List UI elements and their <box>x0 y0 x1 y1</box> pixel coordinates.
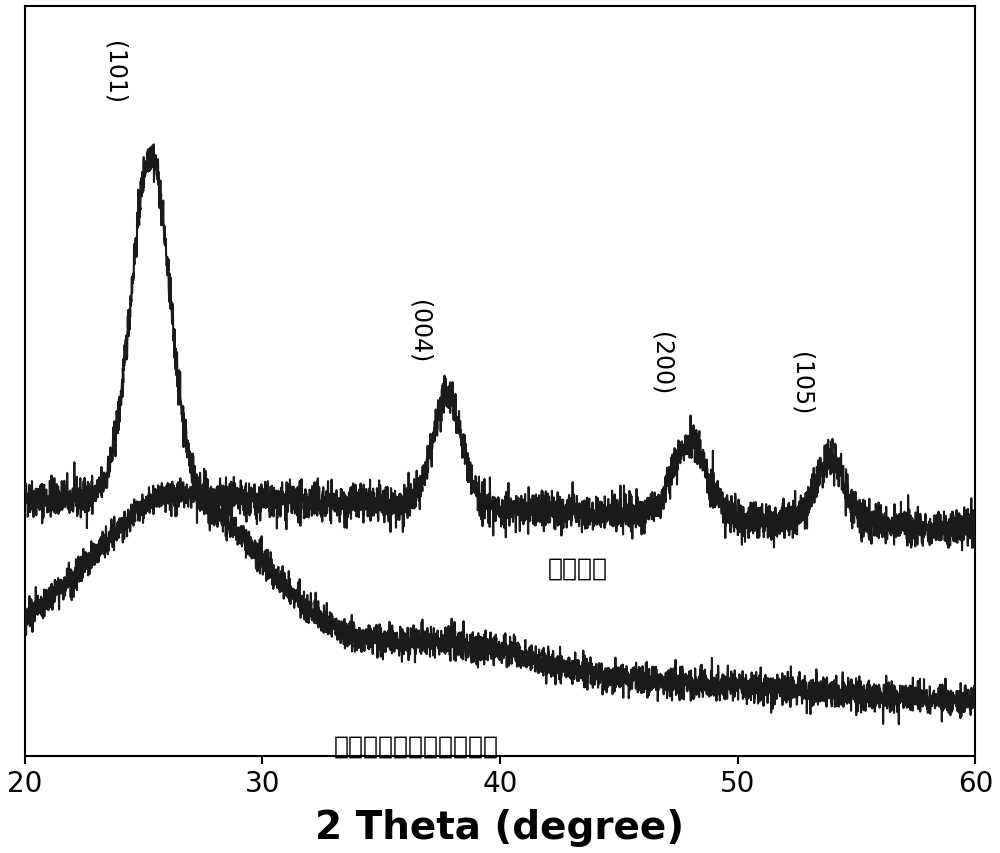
Text: (200): (200) <box>650 331 674 395</box>
X-axis label: 2 Theta (degree): 2 Theta (degree) <box>315 808 685 846</box>
Text: (101): (101) <box>103 41 127 104</box>
Text: (004): (004) <box>407 300 431 363</box>
Text: 偉胺肿改性聚丙烯腔纤维: 偉胺肿改性聚丙烯腔纤维 <box>334 734 499 757</box>
Text: 实施例一: 实施例一 <box>548 556 608 580</box>
Text: (105): (105) <box>790 351 814 415</box>
